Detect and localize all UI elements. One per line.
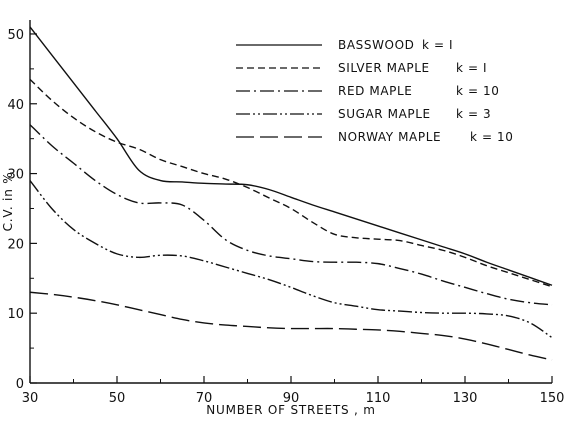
y-tick-label: 40 bbox=[7, 98, 24, 113]
x-tick-label: 110 bbox=[366, 391, 391, 406]
series-line-norway-maple bbox=[29, 291, 553, 361]
x-tick-label: 90 bbox=[283, 391, 300, 406]
legend-label-basswood: BASSWOOD bbox=[338, 38, 414, 52]
series-line-silver-maple bbox=[29, 78, 553, 288]
series-line-basswood bbox=[29, 26, 553, 286]
x-tick-label: 130 bbox=[453, 391, 478, 406]
legend-k-label: k = 3 bbox=[456, 107, 491, 121]
legend-k-label: k = 10 bbox=[470, 130, 514, 144]
legend-label-red-maple: RED MAPLE bbox=[338, 84, 412, 98]
y-tick-label: 30 bbox=[7, 168, 24, 183]
legend-k-label: k = I bbox=[456, 61, 487, 75]
y-tick-label: 0 bbox=[16, 377, 24, 392]
x-tick-label: 30 bbox=[22, 391, 39, 406]
legend-label-silver-maple: SILVER MAPLE bbox=[338, 61, 430, 75]
x-tick-label: 150 bbox=[540, 391, 565, 406]
series-line-red-maple bbox=[29, 124, 553, 306]
legend-label-norway-maple: NORWAY MAPLE bbox=[338, 130, 441, 144]
y-tick-label: 20 bbox=[7, 237, 24, 252]
legend-k-label: k = I bbox=[422, 38, 453, 52]
x-tick-label: 50 bbox=[109, 391, 126, 406]
legend-k-label: k = 10 bbox=[456, 84, 500, 98]
y-tick-label: 50 bbox=[7, 28, 24, 43]
axes: 0 10 20 30 40 50 30 50 70 90 110 130 150 bbox=[7, 20, 564, 406]
series-line-sugar-maple bbox=[29, 180, 553, 339]
series-lines bbox=[29, 26, 553, 361]
y-tick-label: 10 bbox=[7, 307, 24, 322]
y-axis-label: C.V. in % bbox=[1, 172, 15, 232]
x-tick-label: 70 bbox=[196, 391, 213, 406]
legend: BASSWOOD k = I SILVER MAPLE k = I RED MAPLE k… bbox=[236, 38, 514, 144]
legend-label-sugar-maple: SUGAR MAPLE bbox=[338, 107, 431, 121]
x-axis-label: NUMBER OF STREETS , m bbox=[206, 403, 376, 417]
